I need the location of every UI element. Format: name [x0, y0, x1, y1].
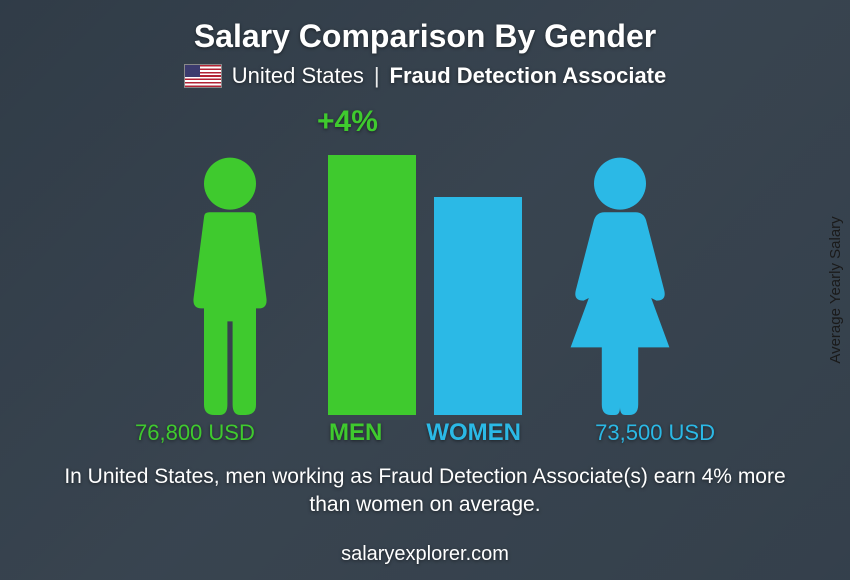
women-label: WOMEN	[426, 419, 521, 447]
bar-men	[328, 155, 416, 415]
women-salary-label: 73,500 USD	[595, 420, 715, 446]
header: Salary Comparison By Gender United State…	[0, 0, 850, 89]
footer-text: salaryexplorer.com	[0, 543, 850, 566]
men-salary-label: 76,800 USD	[135, 420, 255, 446]
subtitle-row: United States | Fraud Detection Associat…	[0, 63, 850, 89]
divider: |	[374, 63, 380, 89]
side-label-wrap: Average Yearly Salary	[820, 0, 850, 580]
page-title: Salary Comparison By Gender	[0, 18, 850, 55]
bars-group	[328, 155, 522, 415]
label-row: 76,800 USD MEN WOMEN 73,500 USD	[105, 419, 745, 447]
country-label: United States	[232, 63, 364, 89]
job-title-label: Fraud Detection Associate	[390, 63, 667, 89]
side-axis-label: Average Yearly Salary	[827, 216, 844, 363]
us-flag-icon	[184, 64, 222, 88]
bar-women	[434, 197, 522, 415]
difference-label: +4%	[317, 105, 378, 139]
gender-labels: MEN WOMEN	[329, 419, 521, 447]
man-icon	[165, 155, 295, 415]
men-label: MEN	[329, 419, 382, 447]
summary-text: In United States, men working as Fraud D…	[0, 463, 850, 520]
chart-area: +4% 76,800 USD MEN WOMEN 73,500 USD	[105, 99, 745, 459]
woman-icon	[555, 155, 685, 415]
